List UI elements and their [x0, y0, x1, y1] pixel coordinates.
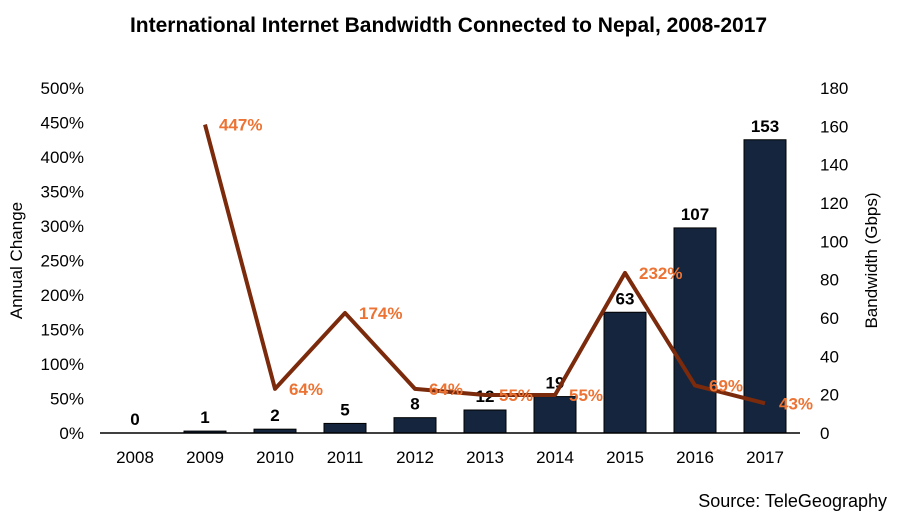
right-tick-label: 140: [820, 156, 848, 175]
annual-change-label: 69%: [709, 376, 743, 395]
x-tick-label: 2010: [256, 448, 294, 467]
left-tick-label: 100%: [41, 355, 84, 374]
x-tick-label: 2012: [396, 448, 434, 467]
left-tick-label: 150%: [41, 321, 84, 340]
right-tick-label: 40: [820, 347, 839, 366]
bar-value-label: 63: [616, 289, 635, 308]
left-tick-label: 500%: [41, 79, 84, 98]
x-tick-label: 2015: [606, 448, 644, 467]
right-tick-label: 100: [820, 232, 848, 251]
right-tick-label: 0: [820, 424, 829, 443]
x-tick-label: 2014: [536, 448, 574, 467]
annual-change-label: 447%: [219, 116, 262, 135]
left-tick-label: 450%: [41, 114, 84, 133]
x-axis-ticks: 2008 2009 2010 2011 2012 2013 2014 2015 2016 2017: [116, 448, 784, 467]
annual-change-label: 55%: [499, 386, 533, 405]
left-tick-label: 50%: [50, 390, 84, 409]
right-axis-ticks: 0 20 40 60 80 100 120 140 160 180: [820, 79, 848, 443]
right-tick-label: 160: [820, 117, 848, 136]
bandwidth-bar: [323, 422, 367, 434]
bandwidth-bar: [603, 311, 647, 434]
source-note: Source: TeleGeography: [698, 491, 887, 511]
left-tick-label: 0%: [59, 424, 84, 443]
right-axis-title: Bandwidth (Gbps): [862, 192, 881, 328]
annual-change-label: 174%: [359, 304, 402, 323]
left-tick-label: 200%: [41, 286, 84, 305]
right-tick-label: 180: [820, 79, 848, 98]
right-tick-label: 20: [820, 386, 839, 405]
bandwidth-bar: [743, 139, 787, 434]
annual-change-label: 64%: [429, 380, 463, 399]
bars: [183, 139, 787, 434]
annual-change-labels: 447% 64% 174% 64% 55% 55% 232% 69% 43%: [219, 116, 813, 414]
x-tick-label: 2013: [466, 448, 504, 467]
left-tick-label: 300%: [41, 217, 84, 236]
bar-value-label: 2: [270, 406, 279, 425]
annual-change-label: 43%: [779, 394, 813, 413]
bar-value-label: 5: [340, 400, 349, 419]
annual-change-label: 232%: [639, 264, 682, 283]
left-axis-title: Annual Change: [7, 202, 26, 319]
left-axis-ticks: 0% 50% 100% 150% 200% 250% 300% 350% 400% 450% 500…: [41, 79, 84, 443]
bandwidth-bar: [463, 409, 507, 434]
annual-change-line: [203, 124, 766, 406]
annual-change-label: 55%: [569, 386, 603, 405]
x-tick-label: 2008: [116, 448, 154, 467]
right-tick-label: 60: [820, 309, 839, 328]
bar-value-label: 107: [681, 205, 709, 224]
chart-title: International Internet Bandwidth Connect…: [129, 14, 768, 37]
bar-value-label: 8: [410, 395, 419, 414]
bar-value-label: 153: [751, 117, 779, 136]
left-tick-label: 350%: [41, 183, 84, 202]
x-tick-label: 2016: [676, 448, 714, 467]
left-tick-label: 250%: [41, 252, 84, 271]
bandwidth-bar: [673, 227, 717, 434]
right-tick-label: 80: [820, 271, 839, 290]
annual-change-label: 64%: [289, 380, 323, 399]
x-tick-label: 2017: [746, 448, 784, 467]
x-tick-label: 2011: [327, 448, 364, 467]
right-tick-label: 120: [820, 194, 848, 213]
bar-value-label: 0: [130, 410, 139, 429]
bandwidth-bar: [393, 417, 437, 434]
x-tick-label: 2009: [186, 448, 224, 467]
left-tick-label: 400%: [41, 148, 84, 167]
bar-value-label: 1: [200, 408, 209, 427]
